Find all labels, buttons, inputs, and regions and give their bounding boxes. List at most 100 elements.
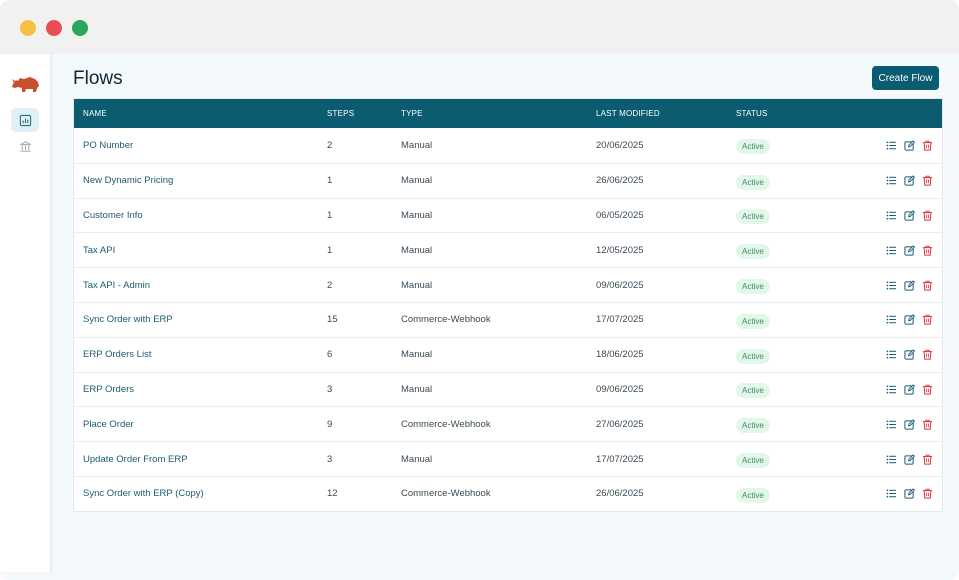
column-header-name[interactable]: NAME	[83, 109, 107, 118]
sidebar-item-bank[interactable]	[11, 134, 39, 158]
column-header-status[interactable]: STATUS	[736, 109, 768, 118]
edit-icon[interactable]	[904, 140, 915, 151]
flow-type: Manual	[401, 383, 433, 395]
list-icon[interactable]	[886, 245, 897, 256]
row-actions	[886, 419, 933, 430]
delete-icon[interactable]	[922, 384, 933, 395]
status-badge: Active	[736, 244, 770, 260]
title-bar	[0, 0, 959, 54]
close-button[interactable]	[46, 20, 62, 36]
flow-type: Manual	[401, 175, 433, 187]
edit-icon[interactable]	[904, 210, 915, 221]
list-icon[interactable]	[886, 280, 897, 291]
table-row[interactable]: Update Order From ERP 3 Manual 17/07/202…	[74, 441, 942, 476]
table-row[interactable]: ERP Orders 3 Manual 09/06/2025 Active	[74, 371, 942, 407]
list-icon[interactable]	[886, 384, 897, 395]
page-title: Flows	[73, 68, 123, 89]
list-icon[interactable]	[886, 140, 897, 151]
flow-name-link[interactable]: Sync Order with ERP (Copy)	[83, 488, 204, 500]
sidebar-item-dashboard[interactable]	[11, 108, 39, 132]
status-badge: Active	[736, 139, 770, 155]
list-icon[interactable]	[886, 314, 897, 325]
table-row[interactable]: Tax API 1 Manual 12/05/2025 Active	[74, 232, 942, 267]
flow-last-modified: 27/06/2025	[596, 418, 644, 430]
edit-icon[interactable]	[904, 419, 915, 430]
minimize-button[interactable]	[20, 20, 36, 36]
flow-steps: 6	[327, 349, 333, 361]
table-row[interactable]: PO Number 2 Manual 20/06/2025 Active	[74, 128, 942, 163]
edit-icon[interactable]	[904, 349, 915, 360]
delete-icon[interactable]	[922, 419, 933, 430]
status-cell: Active	[736, 415, 770, 434]
flow-type: Manual	[401, 279, 433, 291]
flow-last-modified: 12/05/2025	[596, 244, 644, 256]
status-badge: Active	[736, 279, 770, 295]
flow-name-link[interactable]: Tax API	[83, 244, 116, 256]
table-row[interactable]: ERP Orders List 6 Manual 18/06/2025 Acti…	[74, 336, 942, 372]
flow-steps: 1	[327, 175, 333, 187]
delete-icon[interactable]	[922, 314, 933, 325]
flow-name-link[interactable]: PO Number	[83, 139, 134, 151]
flow-type: Manual	[401, 209, 433, 221]
flow-last-modified: 20/06/2025	[596, 139, 644, 151]
flow-name-link[interactable]: ERP Orders	[83, 383, 135, 395]
flow-name-link[interactable]: Place Order	[83, 418, 134, 430]
delete-icon[interactable]	[922, 454, 933, 465]
column-header-type[interactable]: TYPE	[401, 109, 423, 118]
list-icon[interactable]	[886, 419, 897, 430]
list-icon[interactable]	[886, 175, 897, 186]
edit-icon[interactable]	[904, 245, 915, 256]
list-icon[interactable]	[886, 210, 897, 221]
list-icon[interactable]	[886, 349, 897, 360]
flow-name-link[interactable]: New Dynamic Pricing	[83, 175, 174, 187]
flow-name-link[interactable]: Update Order From ERP	[83, 453, 188, 465]
column-header-last-modified[interactable]: LAST MODIFIED	[596, 109, 660, 118]
flow-name-link[interactable]: ERP Orders List	[83, 349, 152, 361]
delete-icon[interactable]	[922, 280, 933, 291]
table-row[interactable]: Customer Info 1 Manual 06/05/2025 Active	[74, 197, 942, 233]
table-row[interactable]: Place Order 9 Commerce-Webhook 27/06/202…	[74, 406, 942, 441]
rhino-logo-icon[interactable]	[11, 72, 41, 94]
status-cell: Active	[736, 241, 770, 260]
table-row[interactable]: Sync Order with ERP 15 Commerce-Webhook …	[74, 301, 942, 337]
status-badge: Active	[736, 174, 770, 190]
delete-icon[interactable]	[922, 140, 933, 151]
list-icon[interactable]	[886, 454, 897, 465]
flow-steps: 2	[327, 279, 333, 291]
create-flow-button[interactable]: Create Flow	[872, 66, 939, 90]
delete-icon[interactable]	[922, 175, 933, 186]
delete-icon[interactable]	[922, 488, 933, 499]
delete-icon[interactable]	[922, 349, 933, 360]
delete-icon[interactable]	[922, 210, 933, 221]
row-actions	[886, 140, 933, 151]
flow-steps: 2	[327, 139, 333, 151]
flow-last-modified: 26/06/2025	[596, 488, 644, 500]
table-row[interactable]: Tax API - Admin 2 Manual 09/06/2025 Acti…	[74, 267, 942, 302]
flows-table: NAME STEPS TYPE LAST MODIFIED STATUS PO …	[73, 98, 943, 512]
edit-icon[interactable]	[904, 314, 915, 325]
maximize-button[interactable]	[72, 20, 88, 36]
flow-steps: 3	[327, 383, 333, 395]
flow-last-modified: 09/06/2025	[596, 279, 644, 291]
status-badge: Active	[736, 348, 770, 364]
flow-last-modified: 26/06/2025	[596, 175, 644, 187]
table-row[interactable]: Sync Order with ERP (Copy) 12 Commerce-W…	[74, 475, 942, 511]
edit-icon[interactable]	[904, 279, 915, 291]
status-badge: Active	[736, 418, 770, 434]
status-cell: Active	[736, 311, 770, 329]
status-badge: Active	[736, 209, 770, 225]
edit-icon[interactable]	[904, 175, 915, 186]
table-row[interactable]: New Dynamic Pricing 1 Manual 26/06/2025 …	[74, 162, 942, 198]
column-header-steps[interactable]: STEPS	[327, 109, 355, 118]
flow-steps: 1	[327, 209, 333, 221]
flow-name-link[interactable]: Customer Info	[83, 209, 143, 221]
edit-icon[interactable]	[904, 384, 915, 395]
flow-name-link[interactable]: Sync Order with ERP	[83, 314, 173, 326]
flow-name-link[interactable]: Tax API - Admin	[83, 279, 151, 291]
delete-icon[interactable]	[922, 245, 933, 256]
edit-icon[interactable]	[904, 488, 915, 499]
edit-icon[interactable]	[904, 453, 915, 465]
status-cell: Active	[736, 136, 770, 155]
list-icon[interactable]	[886, 488, 897, 499]
